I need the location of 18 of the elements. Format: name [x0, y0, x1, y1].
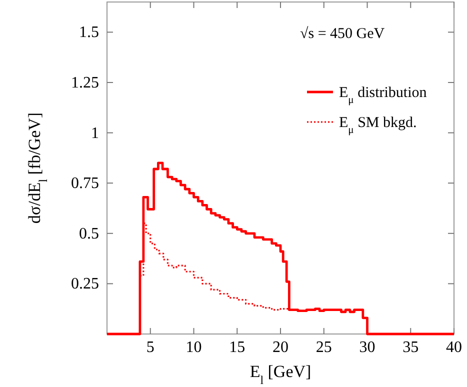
- x-tick-label: 40: [446, 339, 462, 356]
- x-tick-label: 35: [402, 339, 419, 356]
- y-tick-label: 0.5: [79, 225, 99, 242]
- x-tick-label: 20: [272, 339, 288, 356]
- x-tick-label: 30: [359, 339, 376, 356]
- x-tick-label: 5: [146, 339, 154, 356]
- x-tick-label: 15: [229, 339, 246, 356]
- legend-label: E$_{μ}$ distribution: [339, 85, 428, 106]
- y-tick-label: 0.25: [71, 276, 99, 293]
- y-tick-label: 0.75: [71, 175, 99, 192]
- x-tick-label: 25: [316, 339, 332, 356]
- legend-label: E$_{μ}$ SM bkgd.: [339, 115, 417, 136]
- y-tick-label: 1: [91, 124, 99, 142]
- x-tick-label: 10: [186, 339, 202, 356]
- annotation: √s = 450 GeV: [300, 26, 385, 42]
- y-tick-label: 1.5: [79, 24, 99, 42]
- x-axis-title: E$_{l}$ [GeV]: [250, 362, 312, 387]
- y-tick-label: 1.25: [71, 74, 99, 92]
